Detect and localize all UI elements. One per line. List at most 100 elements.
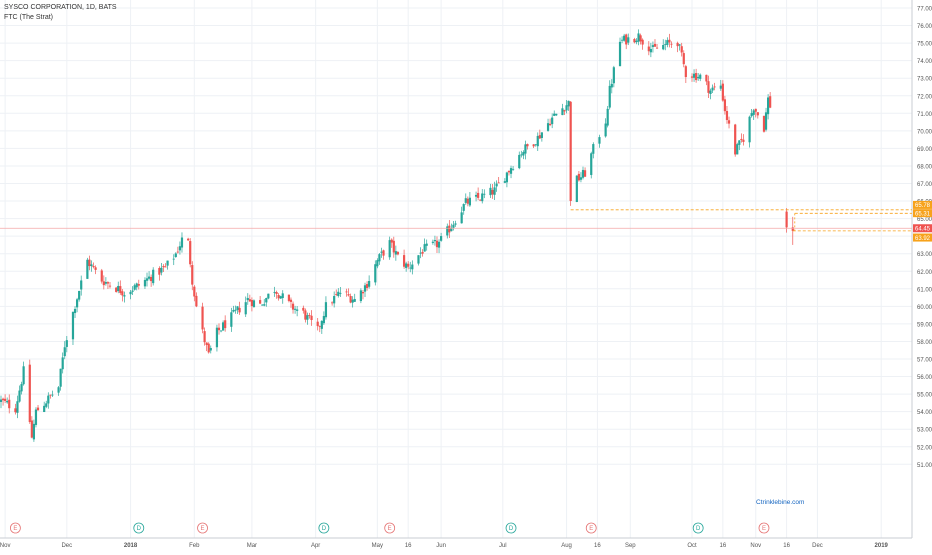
candle-body: [252, 300, 256, 308]
y-tick-label: 52.00: [917, 445, 932, 451]
candle-body: [390, 239, 393, 243]
candle-body: [143, 279, 147, 287]
x-tick-label: 16: [783, 543, 790, 549]
candle-body: [532, 144, 535, 147]
candle-body: [164, 266, 167, 268]
candle-body: [592, 144, 595, 154]
candle-body: [351, 299, 354, 303]
y-tick-label: 58.00: [917, 340, 932, 346]
candle-body: [468, 197, 471, 206]
event-marker-label: E: [13, 526, 17, 532]
candle-body: [193, 286, 196, 297]
price-label-box: [913, 224, 932, 233]
candle-body: [394, 251, 397, 255]
candle-body: [345, 291, 348, 293]
event-marker-label: D: [696, 526, 701, 532]
candle-body: [635, 40, 638, 43]
candle-body: [538, 135, 541, 139]
candle-body: [699, 74, 702, 79]
candle-body: [756, 112, 759, 116]
candle-body: [553, 113, 556, 116]
candle-body: [36, 407, 40, 411]
candle-body: [680, 46, 683, 53]
candle-body: [590, 153, 593, 175]
candle-body: [697, 76, 700, 79]
candle-body: [495, 183, 498, 187]
candle-body: [762, 115, 766, 132]
y-tick-label: 73.00: [917, 77, 932, 83]
candle-body: [466, 198, 469, 204]
candle-body: [16, 401, 19, 413]
candle-body: [639, 35, 642, 42]
candle-body: [682, 53, 685, 65]
candle-body: [78, 290, 81, 300]
candle-body: [291, 303, 295, 310]
y-tick-label: 65.00: [917, 217, 932, 223]
candle-body: [277, 294, 280, 299]
candle-body: [678, 44, 681, 46]
price-label-box: [913, 200, 932, 209]
candle-body: [719, 85, 722, 89]
candle-body: [489, 187, 492, 196]
candle-body: [583, 170, 587, 177]
candle-body: [396, 252, 400, 255]
candle-body: [503, 181, 506, 183]
x-tick-label: 16: [405, 543, 412, 549]
candle-body: [61, 357, 64, 370]
candle-body: [610, 83, 613, 88]
candle-body: [707, 81, 710, 93]
y-tick-label: 70.00: [917, 129, 932, 135]
candle-body: [655, 47, 659, 49]
candle-body: [75, 299, 79, 308]
x-tick-label: Jul: [499, 543, 507, 549]
x-tick-label: Dec: [812, 543, 823, 549]
candle-body: [493, 187, 496, 195]
candle-body: [20, 384, 23, 392]
y-tick-label: 68.00: [917, 164, 932, 170]
x-tick-label: Nov: [750, 543, 761, 549]
candle-body: [166, 260, 169, 266]
candle-body: [627, 37, 630, 43]
candle-body: [769, 96, 772, 108]
candle-body: [281, 293, 284, 299]
candle-body: [318, 326, 321, 327]
candle-body: [662, 44, 665, 50]
y-tick-label: 72.00: [917, 94, 932, 100]
chart-legend: SYSCO CORPORATION, 1D, BATS FTC (The Str…: [4, 3, 117, 23]
candle-body: [145, 278, 149, 281]
earnings-marker: [758, 522, 770, 534]
candle-body: [92, 266, 95, 268]
candle-body: [448, 225, 451, 233]
candle-body: [310, 315, 313, 321]
x-tick-label: Feb: [189, 543, 200, 549]
candle-body: [511, 168, 515, 170]
x-tick-label: Sep: [625, 543, 636, 549]
y-tick-label: 54.00: [917, 410, 932, 416]
candle-body: [709, 90, 712, 94]
earnings-marker: [384, 522, 396, 534]
candle-body: [479, 199, 482, 201]
candle-body: [507, 170, 511, 173]
candle-body: [651, 45, 655, 47]
candle-body: [160, 267, 163, 273]
candle-body: [232, 310, 235, 312]
candle-body: [162, 266, 165, 268]
candle-body: [549, 123, 552, 126]
candle-body: [172, 258, 175, 260]
candle-body: [666, 40, 669, 45]
dividend-marker: [505, 522, 517, 534]
candle-body: [452, 224, 455, 228]
candle-body: [100, 270, 103, 282]
price-label-text: 64.45: [915, 226, 931, 232]
candle-body: [337, 291, 340, 296]
candle-body: [222, 322, 225, 331]
candle-body: [754, 108, 757, 112]
candle-body: [47, 395, 50, 404]
candle-body: [520, 154, 523, 156]
candle-body: [28, 364, 31, 422]
candle-body: [368, 281, 371, 287]
candle-body: [509, 168, 513, 174]
candle-body: [577, 173, 580, 181]
